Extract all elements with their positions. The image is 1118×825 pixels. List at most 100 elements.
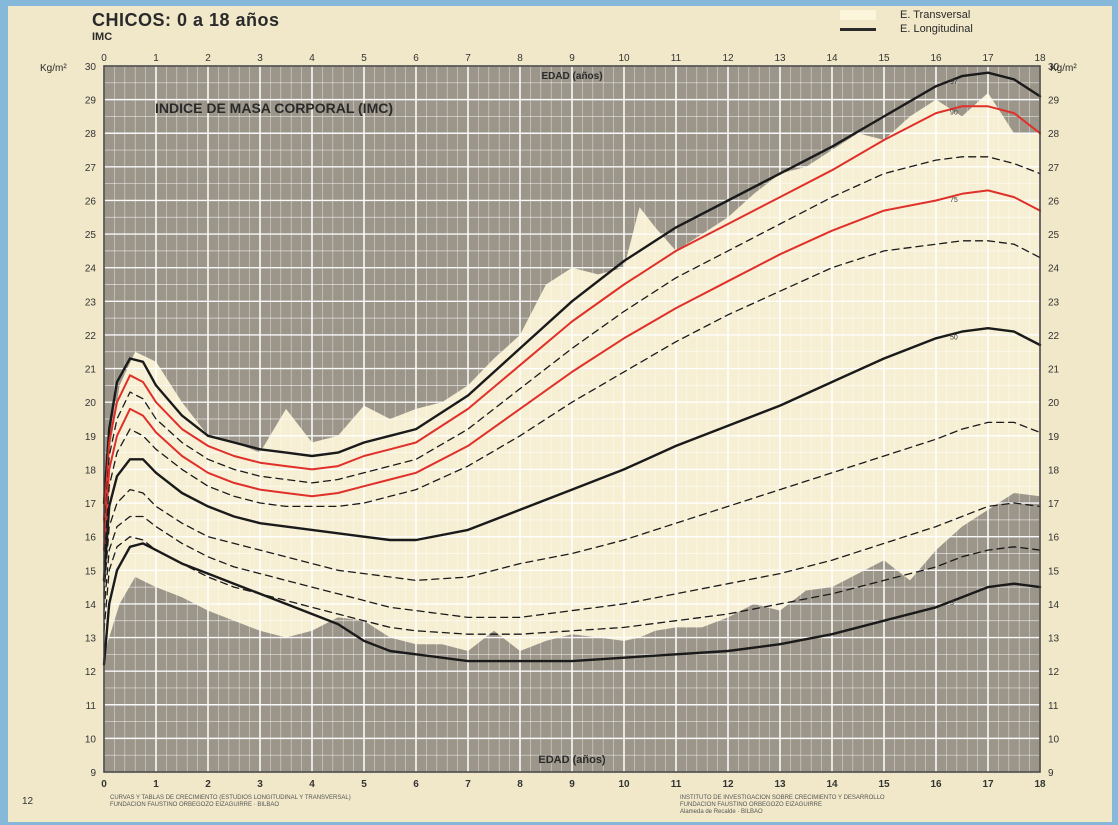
y-tick-label-right: 28: [1048, 129, 1060, 140]
y-tick-label-left: 11: [86, 701, 97, 712]
x-tick-label-bottom: 1: [153, 779, 159, 790]
x-tick-label-top: 7: [465, 53, 471, 64]
x-tick-label-bottom: 9: [569, 779, 575, 790]
x-tick-label-bottom: 14: [826, 779, 838, 790]
y-tick-label-right: 18: [1048, 465, 1060, 476]
x-tick-label-bottom: 15: [878, 779, 890, 790]
x-axis-label-bottom: EDAD (años): [538, 754, 606, 766]
y-tick-label-right: 30: [1048, 62, 1060, 73]
y-tick-label-right: 14: [1048, 600, 1060, 611]
y-tick-label-left: 30: [85, 62, 97, 73]
y-tick-label-left: 16: [85, 533, 97, 544]
percentile-curves: [102, 71, 1042, 666]
curve-label-p75: 75: [950, 197, 958, 204]
y-tick-label-left: 28: [85, 129, 97, 140]
y-tick-label-right: 24: [1048, 264, 1060, 275]
y-tick-label-left: 10: [85, 734, 97, 745]
y-tick-label-right: 29: [1048, 96, 1060, 107]
percentile-curve-7: [103, 421, 1041, 595]
y-tick-label-right: 19: [1048, 432, 1060, 443]
legend-label-longitudinal: E. Longitudinal: [900, 23, 973, 35]
legend-swatch-line: [840, 27, 876, 31]
y-tick-label-left: 15: [85, 566, 97, 577]
legend-item-longitudinal: E. Longitudinal: [840, 22, 973, 36]
y-tick-label-right: 10: [1048, 734, 1060, 745]
x-tick-label-top: 14: [826, 53, 838, 64]
legend-swatch-band: [840, 10, 876, 20]
y-tick-label-left: 24: [85, 264, 97, 275]
x-tick-label-bottom: 11: [671, 779, 682, 790]
y-tick-label-left: 14: [85, 600, 97, 611]
percentile-curve-9: [103, 536, 1041, 635]
x-tick-label-bottom: 0: [101, 779, 107, 790]
chart-inner-title: INDICE DE MASA CORPORAL (IMC): [155, 100, 393, 116]
x-tick-label-bottom: 8: [517, 779, 523, 790]
y-axis-label-left: Kg/m²: [40, 63, 67, 74]
y-tick-label-right: 20: [1048, 398, 1060, 409]
y-tick-label-left: 23: [85, 297, 97, 308]
x-tick-label-bottom: 10: [618, 779, 630, 790]
x-tick-label-bottom: 16: [930, 779, 942, 790]
y-tick-label-left: 13: [85, 634, 97, 645]
y-tick-label-right: 11: [1048, 701, 1059, 712]
y-tick-label-right: 9: [1048, 768, 1054, 779]
percentile-curve-8: [103, 502, 1041, 619]
x-tick-label-top: 2: [205, 53, 211, 64]
y-tick-label-right: 21: [1048, 365, 1060, 376]
plot-frame: [103, 65, 1041, 773]
curve-labels: 97 90 75 50 3: [950, 79, 958, 607]
y-tick-label-left: 22: [85, 331, 97, 342]
y-tick-label-right: 22: [1048, 331, 1060, 342]
y-tick-label-left: 25: [85, 230, 97, 241]
x-tick-label-bottom: 13: [774, 779, 786, 790]
x-tick-label-top: 16: [930, 53, 942, 64]
curve-label-p3: 3: [950, 600, 954, 607]
y-tick-label-left: 21: [85, 365, 97, 376]
y-tick-label-left: 12: [85, 667, 97, 678]
percentile-curve-5: [103, 240, 1041, 565]
y-tick-label-left: 17: [85, 499, 97, 510]
x-tick-label-bottom: 18: [1034, 779, 1046, 790]
y-tick-label-left: 20: [85, 398, 97, 409]
curve-label-p97: 97: [950, 79, 958, 86]
x-tick-label-bottom: 3: [257, 779, 263, 790]
y-tick-label-right: 12: [1048, 667, 1060, 678]
legend: E. Transversal E. Longitudinal: [840, 8, 973, 36]
percentile-curve-6: [102, 327, 1042, 582]
x-tick-label-bottom: 7: [465, 779, 471, 790]
y-tick-label-left: 27: [85, 163, 97, 174]
x-tick-label-bottom: 4: [309, 779, 315, 790]
x-tick-label-top: 6: [413, 53, 419, 64]
y-tick-label-left: 9: [90, 768, 96, 779]
y-tick-label-left: 26: [85, 196, 97, 207]
chart-subtitle: IMC: [92, 31, 113, 43]
percentile-curve-1: [102, 71, 1042, 505]
x-tick-label-bottom: 6: [413, 779, 419, 790]
curve-label-p50: 50: [950, 335, 958, 342]
x-tick-label-top: 13: [774, 53, 786, 64]
y-tick-label-right: 25: [1048, 230, 1060, 241]
page-number: 12: [22, 796, 34, 807]
y-tick-label-right: 23: [1048, 297, 1060, 308]
x-tick-label-top: 11: [671, 53, 682, 64]
footer-credits-left: CURVAS Y TABLAS DE CRECIMIENTO (ESTUDIOS…: [110, 795, 351, 808]
x-tick-label-top: 3: [257, 53, 263, 64]
x-tick-label-top: 15: [878, 53, 890, 64]
x-tick-label-top: 5: [361, 53, 367, 64]
x-tick-label-top: 9: [569, 53, 575, 64]
x-tick-label-top: 10: [618, 53, 630, 64]
percentile-curve-10: [102, 542, 1042, 666]
y-tick-label-right: 13: [1048, 634, 1060, 645]
axis-ticks: 0011223344556677889910101111121213131414…: [85, 53, 1060, 790]
y-axis-label-right: Kg/m²: [1050, 63, 1077, 74]
y-tick-label-right: 17: [1048, 499, 1060, 510]
x-tick-label-bottom: 17: [982, 779, 994, 790]
y-tick-label-right: 16: [1048, 533, 1060, 544]
legend-item-transversal: E. Transversal: [840, 8, 973, 22]
percentile-curve-4: [103, 189, 1041, 552]
x-axis-label-top: EDAD (años): [541, 71, 602, 82]
percentile-curve-3: [103, 156, 1041, 538]
footer-credits-right: INSTITUTO DE INVESTIGACION SOBRE CRECIMI…: [680, 795, 885, 815]
x-tick-label-top: 12: [722, 53, 734, 64]
